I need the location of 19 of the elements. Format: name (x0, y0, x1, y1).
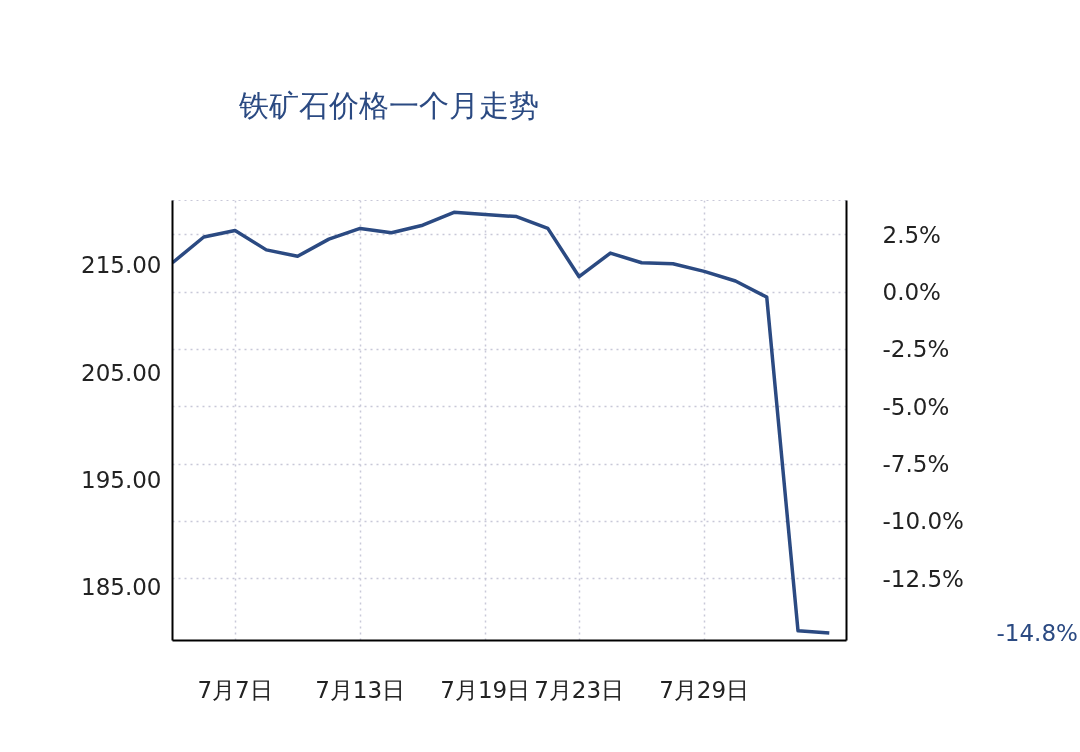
y2-tick-label: -12.5% (882, 565, 964, 592)
x-tick-label: 7月23日 (534, 676, 625, 703)
y2-tick-label: -2.5% (882, 336, 950, 363)
y2-tick-label: -5.0% (882, 393, 950, 420)
x-tick-label: 7月13日 (315, 676, 406, 703)
y-tick-label: 205.00 (81, 359, 162, 386)
y2-tick-label: 0.0% (882, 279, 941, 306)
y2-tick-label: 2.5% (882, 221, 941, 248)
x-tick-label: 7月29日 (659, 676, 750, 703)
x-tick-label: 7月7日 (197, 676, 273, 703)
chart-title: 铁矿石价格一个月走势 (237, 87, 539, 123)
line-series (172, 210, 832, 635)
y-tick-label: 185.00 (81, 574, 162, 601)
y-tick-label: 215.00 (81, 252, 162, 279)
y2-tick-label: -10.0% (882, 508, 964, 535)
y-tick-label: 195.00 (81, 467, 162, 494)
text: -14.8% (996, 619, 1078, 646)
y2-tick-label: -7.5% (882, 451, 950, 478)
x-tick-label: 7月19日 (440, 676, 531, 703)
